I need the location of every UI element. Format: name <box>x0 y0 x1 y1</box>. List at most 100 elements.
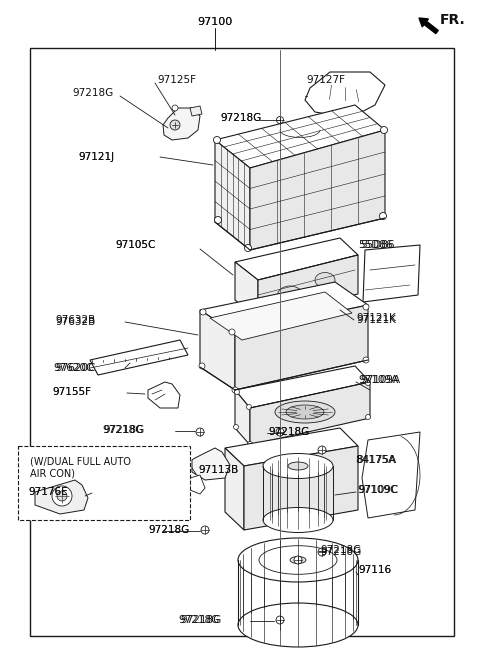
Circle shape <box>196 428 204 436</box>
Circle shape <box>233 424 239 430</box>
Circle shape <box>294 556 302 564</box>
Text: 97109C: 97109C <box>357 485 397 495</box>
Polygon shape <box>235 366 370 408</box>
Text: (W/DUAL FULL AUTO: (W/DUAL FULL AUTO <box>30 457 131 467</box>
Text: 97218G: 97218G <box>320 547 361 557</box>
Circle shape <box>248 441 252 447</box>
Text: 97105C: 97105C <box>115 240 156 250</box>
Circle shape <box>276 616 284 624</box>
Polygon shape <box>215 140 250 250</box>
Text: 97218G: 97218G <box>220 113 261 123</box>
Text: 97632B: 97632B <box>55 317 95 327</box>
Text: 84175A: 84175A <box>356 455 396 465</box>
Polygon shape <box>200 282 368 333</box>
Bar <box>18 446 190 520</box>
Polygon shape <box>235 305 368 390</box>
Text: 97127F: 97127F <box>306 75 345 85</box>
Text: AIR CON): AIR CON) <box>30 469 75 479</box>
Ellipse shape <box>259 546 337 574</box>
Circle shape <box>363 304 369 310</box>
Ellipse shape <box>277 286 302 304</box>
Text: 55D86: 55D86 <box>358 240 393 250</box>
Polygon shape <box>258 255 358 318</box>
Text: 97113B: 97113B <box>198 465 238 475</box>
Circle shape <box>247 405 252 409</box>
Circle shape <box>215 216 221 224</box>
Text: 97632B: 97632B <box>55 315 95 325</box>
Text: 97100: 97100 <box>197 17 233 27</box>
Circle shape <box>170 120 180 130</box>
Text: 97218G: 97218G <box>148 525 189 535</box>
Polygon shape <box>190 106 202 116</box>
Text: 84175A: 84175A <box>355 455 395 465</box>
Ellipse shape <box>286 405 324 419</box>
Text: 97176E: 97176E <box>28 487 68 497</box>
Polygon shape <box>235 390 250 445</box>
Polygon shape <box>90 340 188 375</box>
Text: 97121K: 97121K <box>356 313 396 323</box>
Circle shape <box>200 309 206 315</box>
Text: 97155F: 97155F <box>52 387 91 397</box>
Polygon shape <box>35 480 88 514</box>
Ellipse shape <box>275 401 335 423</box>
Polygon shape <box>362 432 420 518</box>
Text: 97113B: 97113B <box>198 465 238 475</box>
Circle shape <box>380 213 386 220</box>
Circle shape <box>276 117 284 123</box>
Text: 97218G: 97218G <box>178 615 219 625</box>
Text: 97218G: 97218G <box>72 88 113 98</box>
Text: 97218G: 97218G <box>180 615 221 625</box>
Polygon shape <box>148 382 180 408</box>
Circle shape <box>52 486 72 506</box>
Text: 97176E: 97176E <box>28 487 68 497</box>
Circle shape <box>365 380 371 386</box>
Circle shape <box>381 127 387 134</box>
Polygon shape <box>250 130 385 250</box>
Ellipse shape <box>238 538 358 582</box>
Text: 97109C: 97109C <box>358 485 398 495</box>
Text: 97218G: 97218G <box>102 425 143 435</box>
Circle shape <box>244 245 252 251</box>
Text: 97116: 97116 <box>358 565 391 575</box>
Circle shape <box>214 136 220 144</box>
Circle shape <box>365 415 371 419</box>
Polygon shape <box>225 428 358 466</box>
Polygon shape <box>235 238 358 280</box>
Ellipse shape <box>290 556 306 564</box>
Text: 97218G: 97218G <box>268 427 309 437</box>
Ellipse shape <box>263 508 333 533</box>
Text: 97125F: 97125F <box>157 75 196 85</box>
Text: 97218G: 97218G <box>320 545 361 555</box>
Text: 97218G: 97218G <box>148 525 189 535</box>
Polygon shape <box>210 292 352 340</box>
Ellipse shape <box>288 462 308 470</box>
Polygon shape <box>200 310 235 390</box>
Polygon shape <box>235 262 258 318</box>
FancyArrow shape <box>419 18 438 33</box>
Polygon shape <box>215 105 385 168</box>
Ellipse shape <box>315 272 335 287</box>
Circle shape <box>235 390 240 394</box>
Polygon shape <box>190 475 205 494</box>
Text: FR.: FR. <box>440 13 466 27</box>
Circle shape <box>318 548 326 556</box>
Circle shape <box>57 491 67 501</box>
Text: 97109A: 97109A <box>360 375 400 385</box>
Ellipse shape <box>263 453 333 478</box>
Text: 97105C: 97105C <box>115 240 156 250</box>
Text: 97121J: 97121J <box>78 152 114 162</box>
Ellipse shape <box>238 603 358 647</box>
Text: 55D86: 55D86 <box>360 240 395 250</box>
Polygon shape <box>250 382 370 445</box>
Text: 97116: 97116 <box>358 565 391 575</box>
Circle shape <box>232 387 238 393</box>
Polygon shape <box>163 108 200 140</box>
Circle shape <box>318 446 326 454</box>
Bar <box>30 48 454 636</box>
Circle shape <box>276 428 284 436</box>
Circle shape <box>201 526 209 534</box>
Text: 97620C: 97620C <box>53 363 94 373</box>
Polygon shape <box>305 72 385 118</box>
Text: 97620C: 97620C <box>55 363 96 373</box>
Polygon shape <box>363 245 420 302</box>
